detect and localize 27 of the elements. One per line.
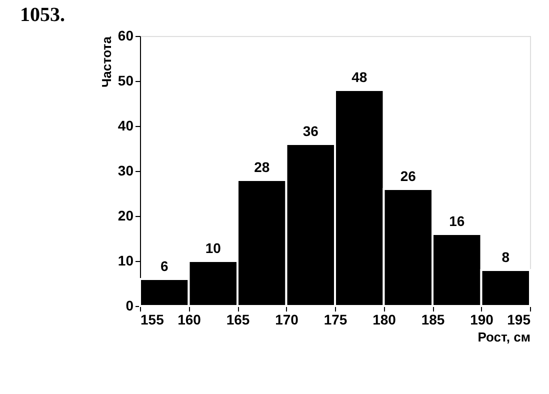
data-label: 28 [254,159,270,175]
y-tick-label: 0 [126,298,134,314]
data-label: 36 [302,123,319,139]
data-label: 6 [160,258,168,274]
data-label: 48 [352,69,368,85]
x-tick-label: 160 [178,312,202,328]
y-tick-label: 60 [118,28,134,44]
x-tick-label: 185 [421,312,445,328]
y-tick-label: 40 [118,118,134,134]
y-tick-label: 20 [118,208,134,224]
x-tick-label: 155 [140,312,164,328]
y-axis-title: Частота [98,36,114,88]
data-label: 16 [449,213,465,229]
y-tick-label: 10 [118,252,134,268]
data-label: 10 [205,240,222,256]
x-tick-label: 170 [275,312,299,328]
x-tick-label: 190 [470,312,494,328]
x-axis-title: Рост, см [478,330,530,344]
y-tick-label: 50 [118,72,134,88]
x-tick-label: 165 [226,312,250,328]
data-label: 26 [400,168,416,184]
x-tick-label: 180 [372,312,396,328]
y-tick-label: 30 [118,162,134,178]
data-label: 8 [502,249,510,265]
x-tick-label: 195 [507,312,531,328]
chart-title: 1053. [20,4,65,26]
x-tick-label: 175 [324,312,348,328]
